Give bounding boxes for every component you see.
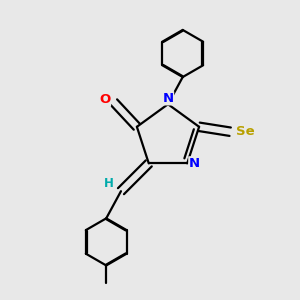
Text: Se: Se <box>236 125 254 138</box>
Text: O: O <box>99 93 110 106</box>
Text: N: N <box>162 92 174 105</box>
Text: N: N <box>189 157 200 170</box>
Text: H: H <box>103 178 113 190</box>
